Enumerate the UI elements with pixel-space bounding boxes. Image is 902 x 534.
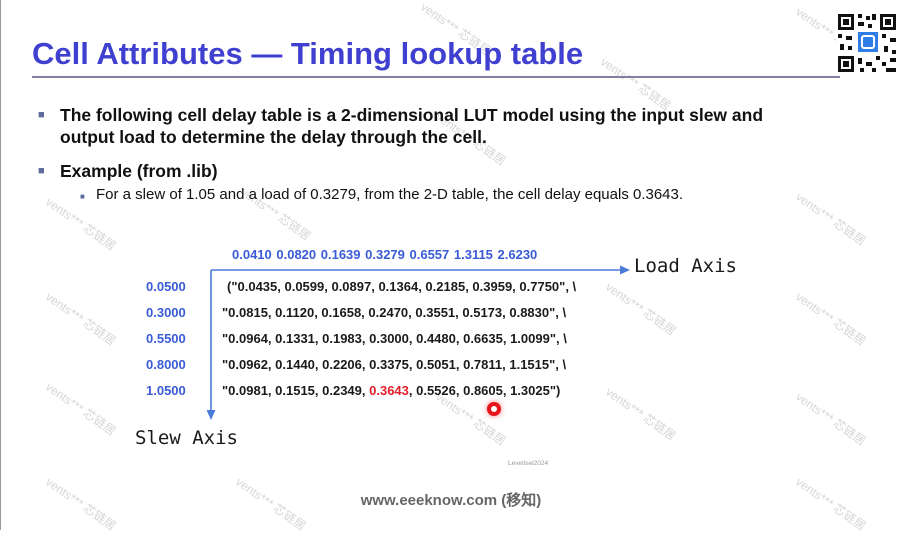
table-row: "0.0964, 0.1331, 0.1983, 0.3000, 0.4480,… [222, 331, 567, 346]
highlighted-delay-value: 0.3643 [369, 383, 409, 398]
sub-bullet-square-icon: ■ [80, 192, 85, 201]
table-row: "0.0962, 0.1440, 0.2206, 0.3375, 0.5051,… [222, 357, 567, 372]
slew-index-value: 0.8000 [146, 357, 186, 372]
bullet-square-icon: ■ [38, 165, 45, 177]
footer-url: www.eeeknow.com (移知) [360, 492, 542, 509]
row-text: , 0.5526, 0.8605, 1.3025") [408, 383, 561, 398]
slew-index-value: 0.0500 [146, 279, 186, 294]
table-row: ("0.0435, 0.0599, 0.0897, 0.1364, 0.2185… [227, 279, 577, 294]
slew-index-value: 0.5500 [146, 331, 186, 346]
slew-axis-label: Slew Axis [135, 427, 238, 449]
slew-index-value: 1.0500 [146, 383, 186, 398]
bullet-text: Example (from .lib) [60, 161, 218, 181]
slew-index-value: 0.3000 [146, 305, 186, 320]
stamp-text: Leveitsel2024 [508, 460, 549, 467]
load-index-values: 0.0410 0.0820 0.1639 0.3279 0.6557 1.311… [232, 247, 538, 262]
row-text: "0.0981, 0.1515, 0.2349, [222, 383, 370, 398]
table-row: "0.0981, 0.1515, 0.2349, 0.3643, 0.5526,… [222, 383, 560, 398]
slide-left-border [0, 0, 1, 530]
qr-code-icon [836, 12, 898, 74]
pointer-dot-icon [487, 402, 501, 416]
title-underline [32, 76, 840, 78]
load-axis-label: Load Axis [634, 255, 737, 277]
bullet-text: The following cell delay table is a 2-di… [60, 104, 763, 148]
sub-bullet-text: For a slew of 1.05 and a load of 0.3279,… [96, 186, 684, 203]
table-row: "0.0815, 0.1120, 0.1658, 0.2470, 0.3551,… [222, 305, 567, 320]
bullet-text-line: The following cell delay table is a 2-di… [60, 105, 764, 125]
bullet-text-line: output load to determine the delay throu… [60, 127, 487, 147]
slide-title: Cell Attributes — Timing lookup table [32, 36, 584, 71]
bullet-square-icon: ■ [38, 109, 45, 121]
